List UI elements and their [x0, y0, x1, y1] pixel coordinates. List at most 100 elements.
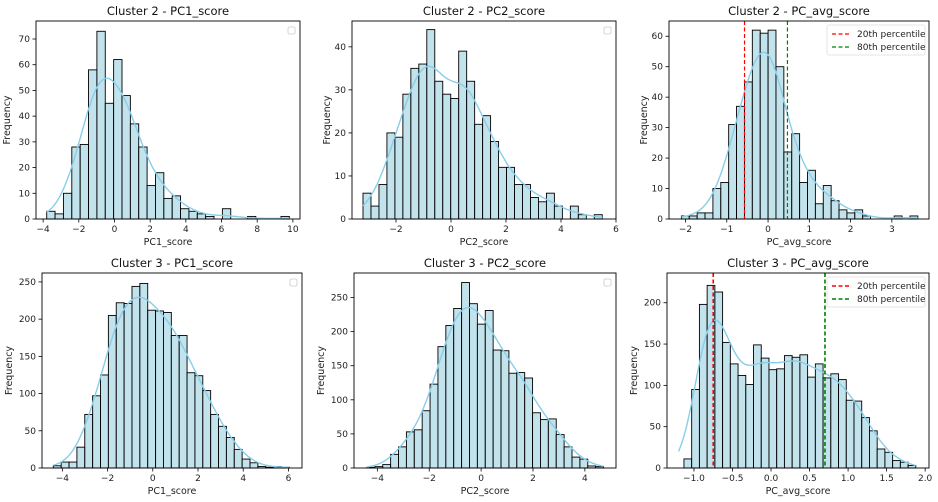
y-tick-label: 20: [335, 129, 347, 139]
kde-line: [677, 319, 916, 467]
histogram-bar: [476, 323, 486, 469]
histogram-bar: [563, 446, 573, 469]
histogram-bar: [490, 141, 500, 220]
chart-6: Cluster 3 - PC_avg_score −1.0 −0.5 0.0 0.5 1.…: [629, 256, 933, 497]
histogram-bar: [767, 29, 777, 220]
kde-line: [362, 65, 603, 219]
chart-title: Cluster 3 - PC2_score: [424, 256, 546, 270]
histogram-bar: [210, 413, 219, 469]
y-tick-label: 100: [331, 396, 348, 406]
legend: 20th percentile 80th percentile: [826, 24, 926, 56]
histogram-bar: [378, 184, 388, 220]
x-tick-label: −4: [56, 474, 70, 484]
histogram-bar: [249, 462, 259, 469]
histogram-bar: [500, 350, 510, 469]
histogram-bar: [799, 354, 809, 469]
histogram-bar: [453, 308, 463, 469]
histogram-bar: [683, 458, 693, 469]
y-axis-label: Frequency: [629, 346, 640, 395]
histogram-bar: [547, 418, 557, 469]
histogram-bar: [759, 32, 769, 220]
y-tick-label: 50: [19, 86, 31, 96]
histogram-bar: [791, 356, 801, 469]
y-tick-label: 10: [652, 185, 664, 195]
histogram-bars: [680, 29, 919, 220]
x-tick-label: −1: [720, 225, 733, 235]
x-tick-label: −2: [423, 474, 436, 484]
histogram-bar: [233, 448, 243, 469]
x-tick-label: −2: [679, 225, 692, 235]
histogram-bar: [845, 399, 855, 469]
y-tick-label: 100: [644, 381, 661, 391]
y-tick-label: 20: [652, 154, 664, 164]
chart-title: Cluster 2 - PC_avg_score: [728, 4, 870, 18]
y-tick-label: 40: [335, 43, 347, 53]
histogram-bars: [362, 29, 603, 220]
histogram-bar: [466, 80, 476, 220]
axes-frame: [666, 272, 930, 469]
y-tick-label: 70: [19, 35, 31, 45]
histogram-bar: [418, 63, 428, 220]
histogram-bar: [163, 311, 172, 469]
y-tick-label: 40: [19, 112, 31, 122]
histogram-bar: [876, 448, 886, 469]
histogram-bar: [123, 303, 133, 469]
histogram-bar: [421, 410, 431, 469]
histogram-bar: [807, 376, 816, 469]
histogram-bar: [722, 341, 731, 469]
histogram-bar: [115, 302, 125, 469]
y-axis-label: Frequency: [316, 346, 327, 395]
y-tick-label: 40: [652, 93, 664, 103]
x-tick-label: 1.0: [841, 474, 856, 484]
axes-frame: [351, 20, 617, 220]
histogram-bar: [370, 205, 380, 220]
histogram-bar: [218, 425, 227, 469]
histogram-bar: [508, 372, 518, 469]
legend-label-20th: 20th percentile: [857, 30, 926, 40]
histogram-bar: [163, 197, 173, 220]
histogram-bar: [426, 29, 436, 220]
histogram-bar: [484, 310, 494, 469]
histogram-bar: [545, 192, 555, 220]
histogram-bars: [366, 282, 604, 469]
histogram-bar: [79, 143, 89, 220]
y-tick-label: 60: [652, 32, 664, 42]
histogram-bar: [506, 166, 515, 220]
y-axis: 0 50 100 150 200 Frequency: [629, 299, 667, 474]
kde-line: [366, 306, 604, 468]
x-tick-label: 6: [613, 225, 619, 235]
x-tick-label: 1.5: [879, 474, 893, 484]
histogram-bar: [846, 212, 856, 220]
histogram-bar: [54, 213, 64, 220]
x-axis: −2 0 2 4 6 PC2_score: [389, 219, 619, 248]
axes-frame: [41, 272, 303, 469]
histogram-bar: [241, 458, 251, 469]
y-tick-label: 50: [652, 63, 664, 73]
histogram-bar: [147, 309, 157, 469]
histogram-bar: [445, 325, 455, 469]
x-axis: −4 −2 0 2 4 6 8 10 PC1_score: [36, 219, 299, 248]
histogram-bar: [398, 446, 407, 469]
x-tick-label: 3: [889, 225, 895, 235]
histogram-bar: [413, 429, 423, 469]
x-tick-label: 0: [765, 225, 771, 235]
legend-label-80th: 80th percentile: [857, 43, 926, 53]
x-tick-label: 2: [530, 474, 536, 484]
y-tick-label: 0: [657, 215, 663, 225]
y-tick-label: 60: [19, 61, 31, 71]
x-tick-label: 2: [848, 225, 854, 235]
histogram-bar: [776, 368, 785, 469]
histogram-bar: [62, 192, 73, 220]
histogram-bars: [46, 30, 290, 220]
histogram-bar: [221, 208, 232, 220]
x-tick-label: 1: [806, 225, 812, 235]
x-axis-label: PC1_score: [144, 237, 193, 248]
histogram-bar: [474, 123, 484, 220]
x-axis-label: PC1_score: [148, 486, 197, 497]
y-tick-label: 0: [24, 215, 30, 225]
x-tick-label: 2: [147, 225, 153, 235]
histogram-bar: [540, 419, 549, 469]
histogram-bar: [71, 146, 81, 220]
x-tick-label: −4: [371, 474, 385, 484]
y-tick-label: 20: [19, 164, 31, 174]
